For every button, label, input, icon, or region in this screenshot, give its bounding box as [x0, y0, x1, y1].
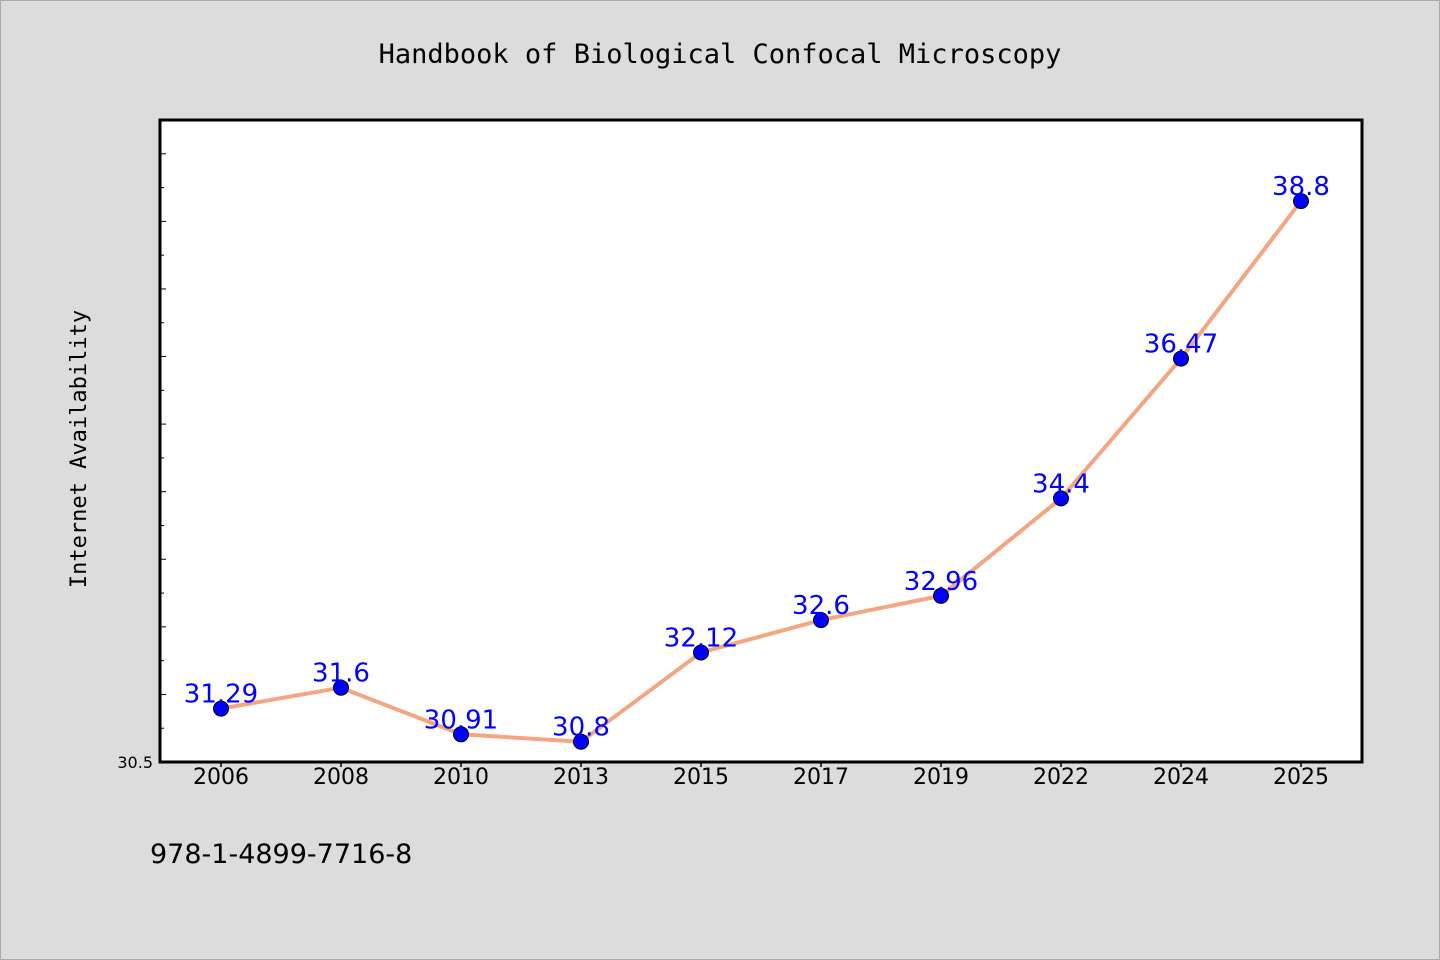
data-point — [1173, 350, 1189, 367]
x-tick-label: 2006 — [193, 765, 249, 790]
x-tick-label: 2013 — [553, 765, 609, 790]
data-label: 38.8 — [1272, 172, 1330, 202]
data-label: 32.12 — [664, 624, 738, 654]
data-label: 30.8 — [552, 713, 610, 743]
chart-title: Handbook of Biological Confocal Microsco… — [379, 39, 1062, 70]
x-tick-label: 2024 — [1153, 765, 1209, 790]
x-tick-label: 2010 — [433, 765, 489, 790]
data-label: 31.29 — [184, 680, 258, 710]
data-point — [213, 700, 229, 717]
data-point — [333, 679, 349, 696]
y-tick-label: 30.5 — [117, 753, 153, 772]
x-tick-label: 2008 — [313, 765, 369, 790]
data-label: 30.91 — [424, 705, 498, 735]
data-point — [1293, 193, 1309, 210]
data-point — [693, 644, 709, 661]
y-axis-label: Internet Availability — [67, 310, 92, 588]
x-tick-label: 2022 — [1033, 765, 1089, 790]
data-label: 32.96 — [904, 567, 978, 597]
y-axis-ticks — [160, 119, 166, 763]
series-line — [220, 199, 1303, 744]
data-label: 36.47 — [1144, 330, 1218, 360]
data-label: 32.6 — [792, 591, 850, 621]
data-labels: 31.29 31.6 30.91 30.8 32.12 32.6 32.96 34.4 36.4… — [184, 172, 1330, 743]
series-line-group — [220, 199, 1303, 744]
x-tick-label: 2025 — [1273, 765, 1329, 790]
plot-area — [158, 118, 1364, 764]
data-label: 31.6 — [312, 659, 370, 689]
x-axis-ticks: 2006 2008 2010 2013 2015 2017 2019 2022 2024 2025 — [193, 762, 1329, 790]
data-label: 34.4 — [1032, 469, 1090, 499]
data-point — [933, 587, 949, 604]
data-point — [573, 733, 589, 750]
x-tick-label: 2017 — [793, 765, 849, 790]
x-tick-label: 2015 — [673, 765, 729, 790]
data-point — [813, 612, 829, 629]
x-tick-label: 2019 — [913, 765, 969, 790]
data-point — [453, 726, 469, 743]
footer-isbn: 978-1-4899-7716-8 — [150, 839, 412, 870]
data-point — [1053, 490, 1069, 507]
data-markers — [213, 193, 1309, 750]
